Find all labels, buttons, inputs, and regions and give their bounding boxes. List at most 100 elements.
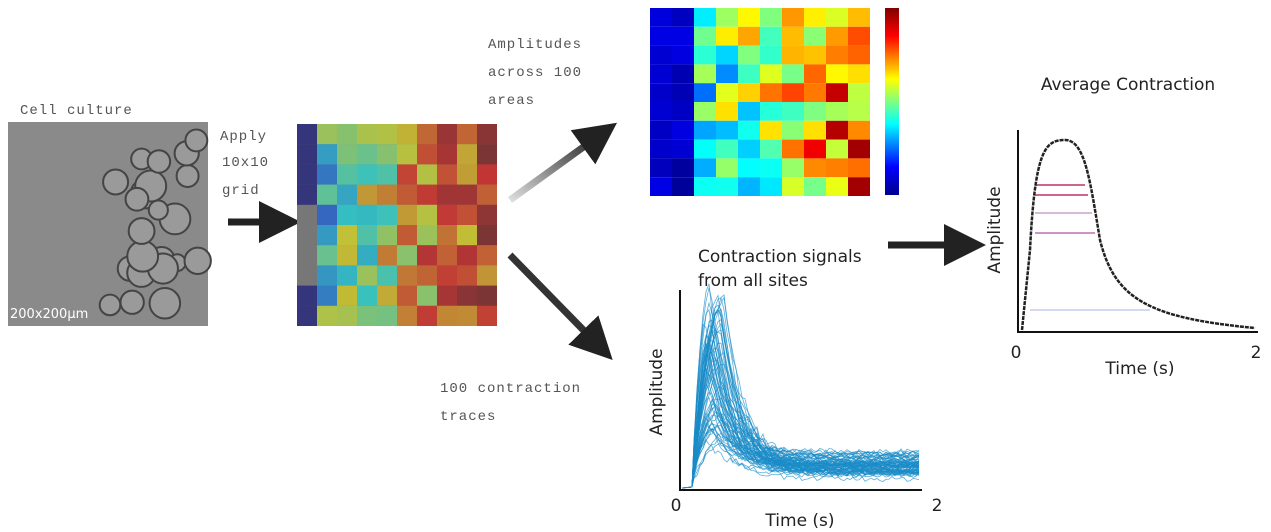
traces-label: 100 contraction bbox=[440, 381, 581, 397]
heat-cell bbox=[804, 27, 826, 46]
grid-tile bbox=[437, 164, 457, 184]
grid-tile bbox=[317, 286, 337, 306]
heat-cell bbox=[826, 8, 848, 27]
grid-tile bbox=[417, 286, 437, 306]
x-tick: 0 bbox=[671, 496, 682, 516]
heat-cell bbox=[716, 177, 738, 196]
heat-cell bbox=[826, 102, 848, 121]
heat-cell bbox=[738, 158, 760, 177]
cell bbox=[150, 288, 181, 319]
grid-tile bbox=[297, 306, 317, 326]
heat-cell bbox=[826, 121, 848, 140]
heat-cell bbox=[672, 177, 694, 196]
cell bbox=[149, 201, 168, 220]
axes bbox=[1018, 130, 1258, 332]
cell bbox=[148, 150, 170, 172]
grid-tile bbox=[297, 144, 317, 164]
grid-tile bbox=[457, 205, 477, 225]
heat-cell bbox=[738, 140, 760, 159]
heat-cell bbox=[716, 83, 738, 102]
heatmap-label: across 100 bbox=[488, 65, 582, 81]
grid-tile bbox=[457, 286, 477, 306]
grid-tile bbox=[397, 245, 417, 265]
heat-cell bbox=[650, 140, 672, 159]
heat-cell bbox=[738, 8, 760, 27]
grid-tile bbox=[457, 306, 477, 326]
grid-tile bbox=[457, 245, 477, 265]
grid-tile bbox=[297, 286, 317, 306]
grid-tile bbox=[397, 144, 417, 164]
grid-tile bbox=[417, 185, 437, 205]
heat-cell bbox=[848, 121, 870, 140]
heat-cell bbox=[738, 64, 760, 83]
grid-tile bbox=[457, 225, 477, 245]
heat-cell bbox=[826, 177, 848, 196]
plot-title: Contraction signals bbox=[698, 247, 862, 267]
grid-tile bbox=[477, 306, 497, 326]
x-tick: 2 bbox=[932, 496, 943, 516]
arrow bbox=[510, 135, 600, 200]
heat-cell bbox=[650, 83, 672, 102]
grid-tile bbox=[417, 245, 437, 265]
grid-tile bbox=[417, 306, 437, 326]
grid-tile bbox=[397, 124, 417, 144]
heat-cell bbox=[804, 140, 826, 159]
cell-culture-label: Cell culture bbox=[20, 103, 133, 119]
heat-cell bbox=[650, 121, 672, 140]
heat-cell bbox=[650, 64, 672, 83]
grid-tile bbox=[337, 286, 357, 306]
grid-tile bbox=[337, 205, 357, 225]
grid-tile bbox=[437, 306, 457, 326]
heat-cell bbox=[716, 8, 738, 27]
heat-cell bbox=[716, 27, 738, 46]
grid-tile bbox=[417, 164, 437, 184]
grid-tile bbox=[357, 144, 377, 164]
heat-cell bbox=[782, 83, 804, 102]
grid-tile bbox=[397, 225, 417, 245]
traces-label: traces bbox=[440, 409, 496, 425]
grid-tile bbox=[457, 164, 477, 184]
cell bbox=[127, 241, 158, 272]
heat-cell bbox=[782, 177, 804, 196]
heat-cell bbox=[782, 140, 804, 159]
heat-cell bbox=[672, 27, 694, 46]
heat-cell bbox=[716, 102, 738, 121]
grid-tile bbox=[477, 205, 497, 225]
grid-tile bbox=[437, 225, 457, 245]
cell bbox=[185, 130, 207, 152]
heat-cell bbox=[760, 158, 782, 177]
heat-cell bbox=[694, 158, 716, 177]
grid-tile bbox=[357, 286, 377, 306]
grid-image bbox=[297, 124, 497, 326]
grid-tile bbox=[437, 144, 457, 164]
grid-tile bbox=[457, 144, 477, 164]
cell bbox=[100, 295, 121, 316]
heat-cell bbox=[804, 177, 826, 196]
grid-tile bbox=[337, 306, 357, 326]
grid-tile bbox=[437, 205, 457, 225]
grid-tile bbox=[377, 245, 397, 265]
step-label: Apply bbox=[220, 129, 267, 145]
heat-cell bbox=[782, 64, 804, 83]
x-tick: 2 bbox=[1251, 343, 1262, 363]
heat-cell bbox=[672, 83, 694, 102]
grid-tile bbox=[377, 265, 397, 285]
heat-cell bbox=[672, 8, 694, 27]
grid-tile bbox=[437, 124, 457, 144]
grid-tile bbox=[477, 124, 497, 144]
heat-cell bbox=[782, 121, 804, 140]
grid-tile bbox=[437, 245, 457, 265]
grid-tile bbox=[457, 124, 477, 144]
grid-tile bbox=[337, 164, 357, 184]
heat-cell bbox=[760, 102, 782, 121]
grid-tile bbox=[417, 205, 437, 225]
heat-cell bbox=[694, 8, 716, 27]
grid-tile bbox=[317, 124, 337, 144]
grid-tile bbox=[417, 225, 437, 245]
grid-tile bbox=[397, 286, 417, 306]
heat-cell bbox=[826, 27, 848, 46]
grid-tile bbox=[317, 225, 337, 245]
heat-cell bbox=[738, 121, 760, 140]
heat-cell bbox=[804, 158, 826, 177]
heat-cell bbox=[650, 27, 672, 46]
